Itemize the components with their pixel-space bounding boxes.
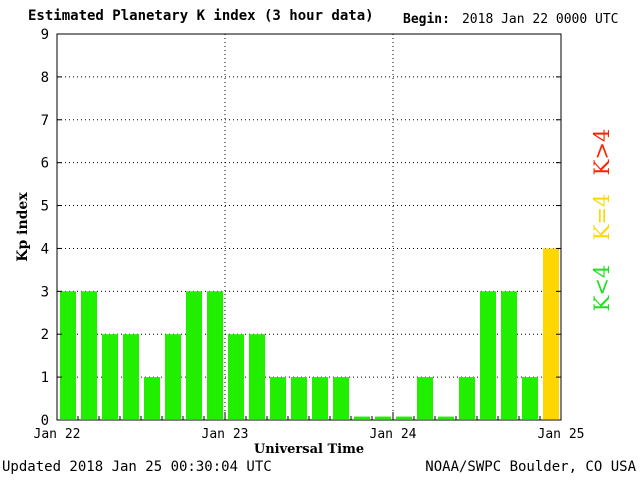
kp-bar — [438, 416, 454, 419]
kp-bar — [291, 377, 307, 419]
kp-bar — [396, 416, 412, 419]
y-tick-label: 1 — [41, 370, 49, 386]
kp-bar — [480, 291, 496, 419]
kp-bar — [123, 334, 139, 419]
kp-bar — [522, 377, 538, 419]
kp-bar — [165, 334, 181, 419]
y-tick-label: 5 — [41, 199, 49, 215]
updated-timestamp: Updated 2018 Jan 25 00:30:04 UTC — [2, 459, 272, 475]
kp-bar — [81, 291, 97, 419]
y-tick-label: 3 — [41, 284, 49, 300]
begin-time: Begin: 2018 Jan 22 0000 UTC — [403, 12, 619, 27]
x-axis-label: Universal Time — [254, 442, 364, 457]
kp-bar — [60, 291, 76, 419]
y-tick-label: 0 — [41, 413, 49, 429]
kp-bar — [228, 334, 244, 419]
kp-bar — [543, 248, 559, 419]
kp-bar — [354, 416, 370, 419]
y-tick-label: 4 — [41, 241, 49, 257]
kp-bar — [186, 291, 202, 419]
y-tick-label: 9 — [41, 27, 49, 43]
legend-equal4: K=4 — [590, 193, 614, 241]
kp-bar — [270, 377, 286, 419]
kp-bar — [312, 377, 328, 419]
legend-below4: K<4 — [590, 264, 614, 312]
kp-bar — [333, 377, 349, 419]
kp-bar — [375, 416, 391, 419]
y-tick-label: 8 — [41, 70, 49, 86]
kp-bar — [102, 334, 118, 419]
x-tick-label: Jan 22 — [34, 427, 81, 442]
y-tick-label: 7 — [41, 113, 49, 129]
y-axis-label: Kp index — [15, 192, 31, 262]
kp-bar — [501, 291, 517, 419]
x-tick-label: Jan 25 — [538, 427, 585, 442]
kp-bar — [459, 377, 475, 419]
x-tick-label: Jan 24 — [370, 427, 417, 442]
y-tick-label: 6 — [41, 156, 49, 172]
kp-bar — [144, 377, 160, 419]
data-source: NOAA/SWPC Boulder, CO USA — [425, 459, 636, 475]
kp-bar — [207, 291, 223, 419]
kp-bar — [249, 334, 265, 419]
chart-title: Estimated Planetary K index (3 hour data… — [28, 8, 374, 24]
begin-label: Begin: — [403, 12, 450, 27]
kp-bar — [417, 377, 433, 419]
y-tick-label: 2 — [41, 327, 49, 343]
begin-value: 2018 Jan 22 0000 UTC — [461, 12, 619, 27]
x-tick-label: Jan 23 — [202, 427, 249, 442]
